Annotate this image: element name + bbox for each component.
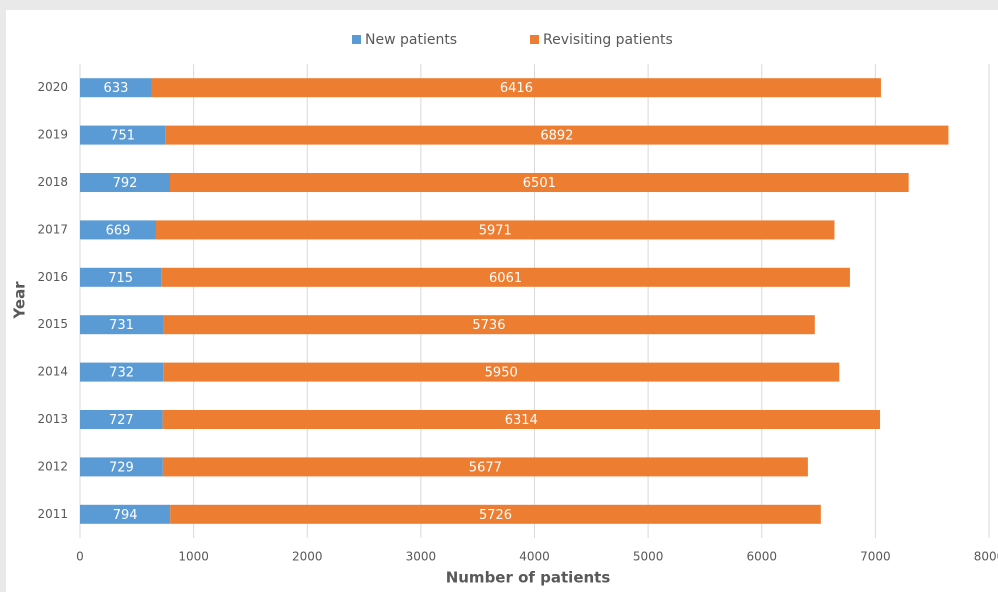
- data-label: 5950: [485, 366, 518, 381]
- data-label: 792: [113, 176, 138, 191]
- x-tick-label: 0: [76, 550, 84, 564]
- bar-segment: [163, 315, 815, 335]
- data-label: 5726: [479, 508, 512, 523]
- bar-segment: [80, 125, 166, 145]
- x-axis-title: Number of patients: [446, 569, 611, 587]
- bar-segment: [162, 410, 881, 429]
- bar-segment: [80, 457, 163, 477]
- legend-swatch: [530, 35, 539, 44]
- y-tick-label: 2015: [37, 317, 68, 331]
- data-label: 5971: [479, 223, 512, 238]
- chart-panel: [6, 10, 998, 592]
- bar-segment: [165, 125, 949, 145]
- bar-segment: [80, 267, 162, 287]
- legend-swatch: [352, 35, 361, 44]
- bar-segment: [156, 220, 835, 240]
- bar-segment: [163, 362, 840, 382]
- bar-segment: [80, 220, 157, 240]
- bar-segment: [161, 267, 850, 287]
- bar-segment: [162, 457, 808, 477]
- bar-segment: [80, 410, 163, 429]
- bar-segment: [80, 504, 171, 524]
- y-tick-label: 2020: [37, 80, 68, 94]
- data-label: 6416: [500, 81, 533, 96]
- data-label: 715: [108, 271, 133, 286]
- x-tick-label: 3000: [406, 550, 437, 564]
- data-label: 727: [109, 413, 134, 428]
- y-tick-label: 2016: [37, 270, 68, 284]
- y-tick-label: 2012: [37, 459, 68, 473]
- data-label: 794: [113, 508, 138, 523]
- data-label: 729: [109, 460, 134, 475]
- data-label: 751: [110, 129, 135, 144]
- bar-segment: [80, 315, 164, 335]
- bar-segment: [169, 173, 909, 192]
- x-tick-label: 5000: [633, 550, 664, 564]
- bar-segment: [80, 362, 164, 382]
- data-label: 731: [109, 318, 134, 333]
- data-label: 732: [109, 366, 134, 381]
- x-tick-label: 1000: [178, 550, 209, 564]
- x-tick-label: 4000: [519, 550, 550, 564]
- bar-segment: [80, 173, 170, 192]
- data-label: 5677: [469, 460, 502, 475]
- x-tick-label: 2000: [292, 550, 323, 564]
- y-axis-title: Year: [11, 281, 29, 320]
- legend-label: Revisiting patients: [543, 32, 673, 48]
- data-label: 6061: [489, 271, 522, 286]
- bar-segment: [151, 78, 881, 98]
- data-label: 633: [104, 81, 129, 96]
- data-label: 5736: [472, 318, 505, 333]
- data-label: 6314: [505, 413, 538, 428]
- y-tick-label: 2011: [37, 507, 68, 521]
- data-label: 6501: [523, 176, 556, 191]
- bar-segment: [80, 78, 152, 98]
- data-label: 669: [106, 223, 131, 238]
- y-tick-label: 2013: [37, 412, 68, 426]
- x-tick-label: 7000: [860, 550, 891, 564]
- x-tick-label: 8000: [974, 550, 998, 564]
- y-tick-label: 2019: [37, 128, 68, 142]
- bar-segment: [170, 504, 821, 524]
- data-label: 6892: [540, 129, 573, 144]
- legend-label: New patients: [365, 32, 457, 48]
- y-tick-label: 2014: [37, 365, 68, 379]
- y-tick-label: 2017: [37, 222, 68, 236]
- x-tick-label: 6000: [746, 550, 777, 564]
- y-tick-label: 2018: [37, 175, 68, 189]
